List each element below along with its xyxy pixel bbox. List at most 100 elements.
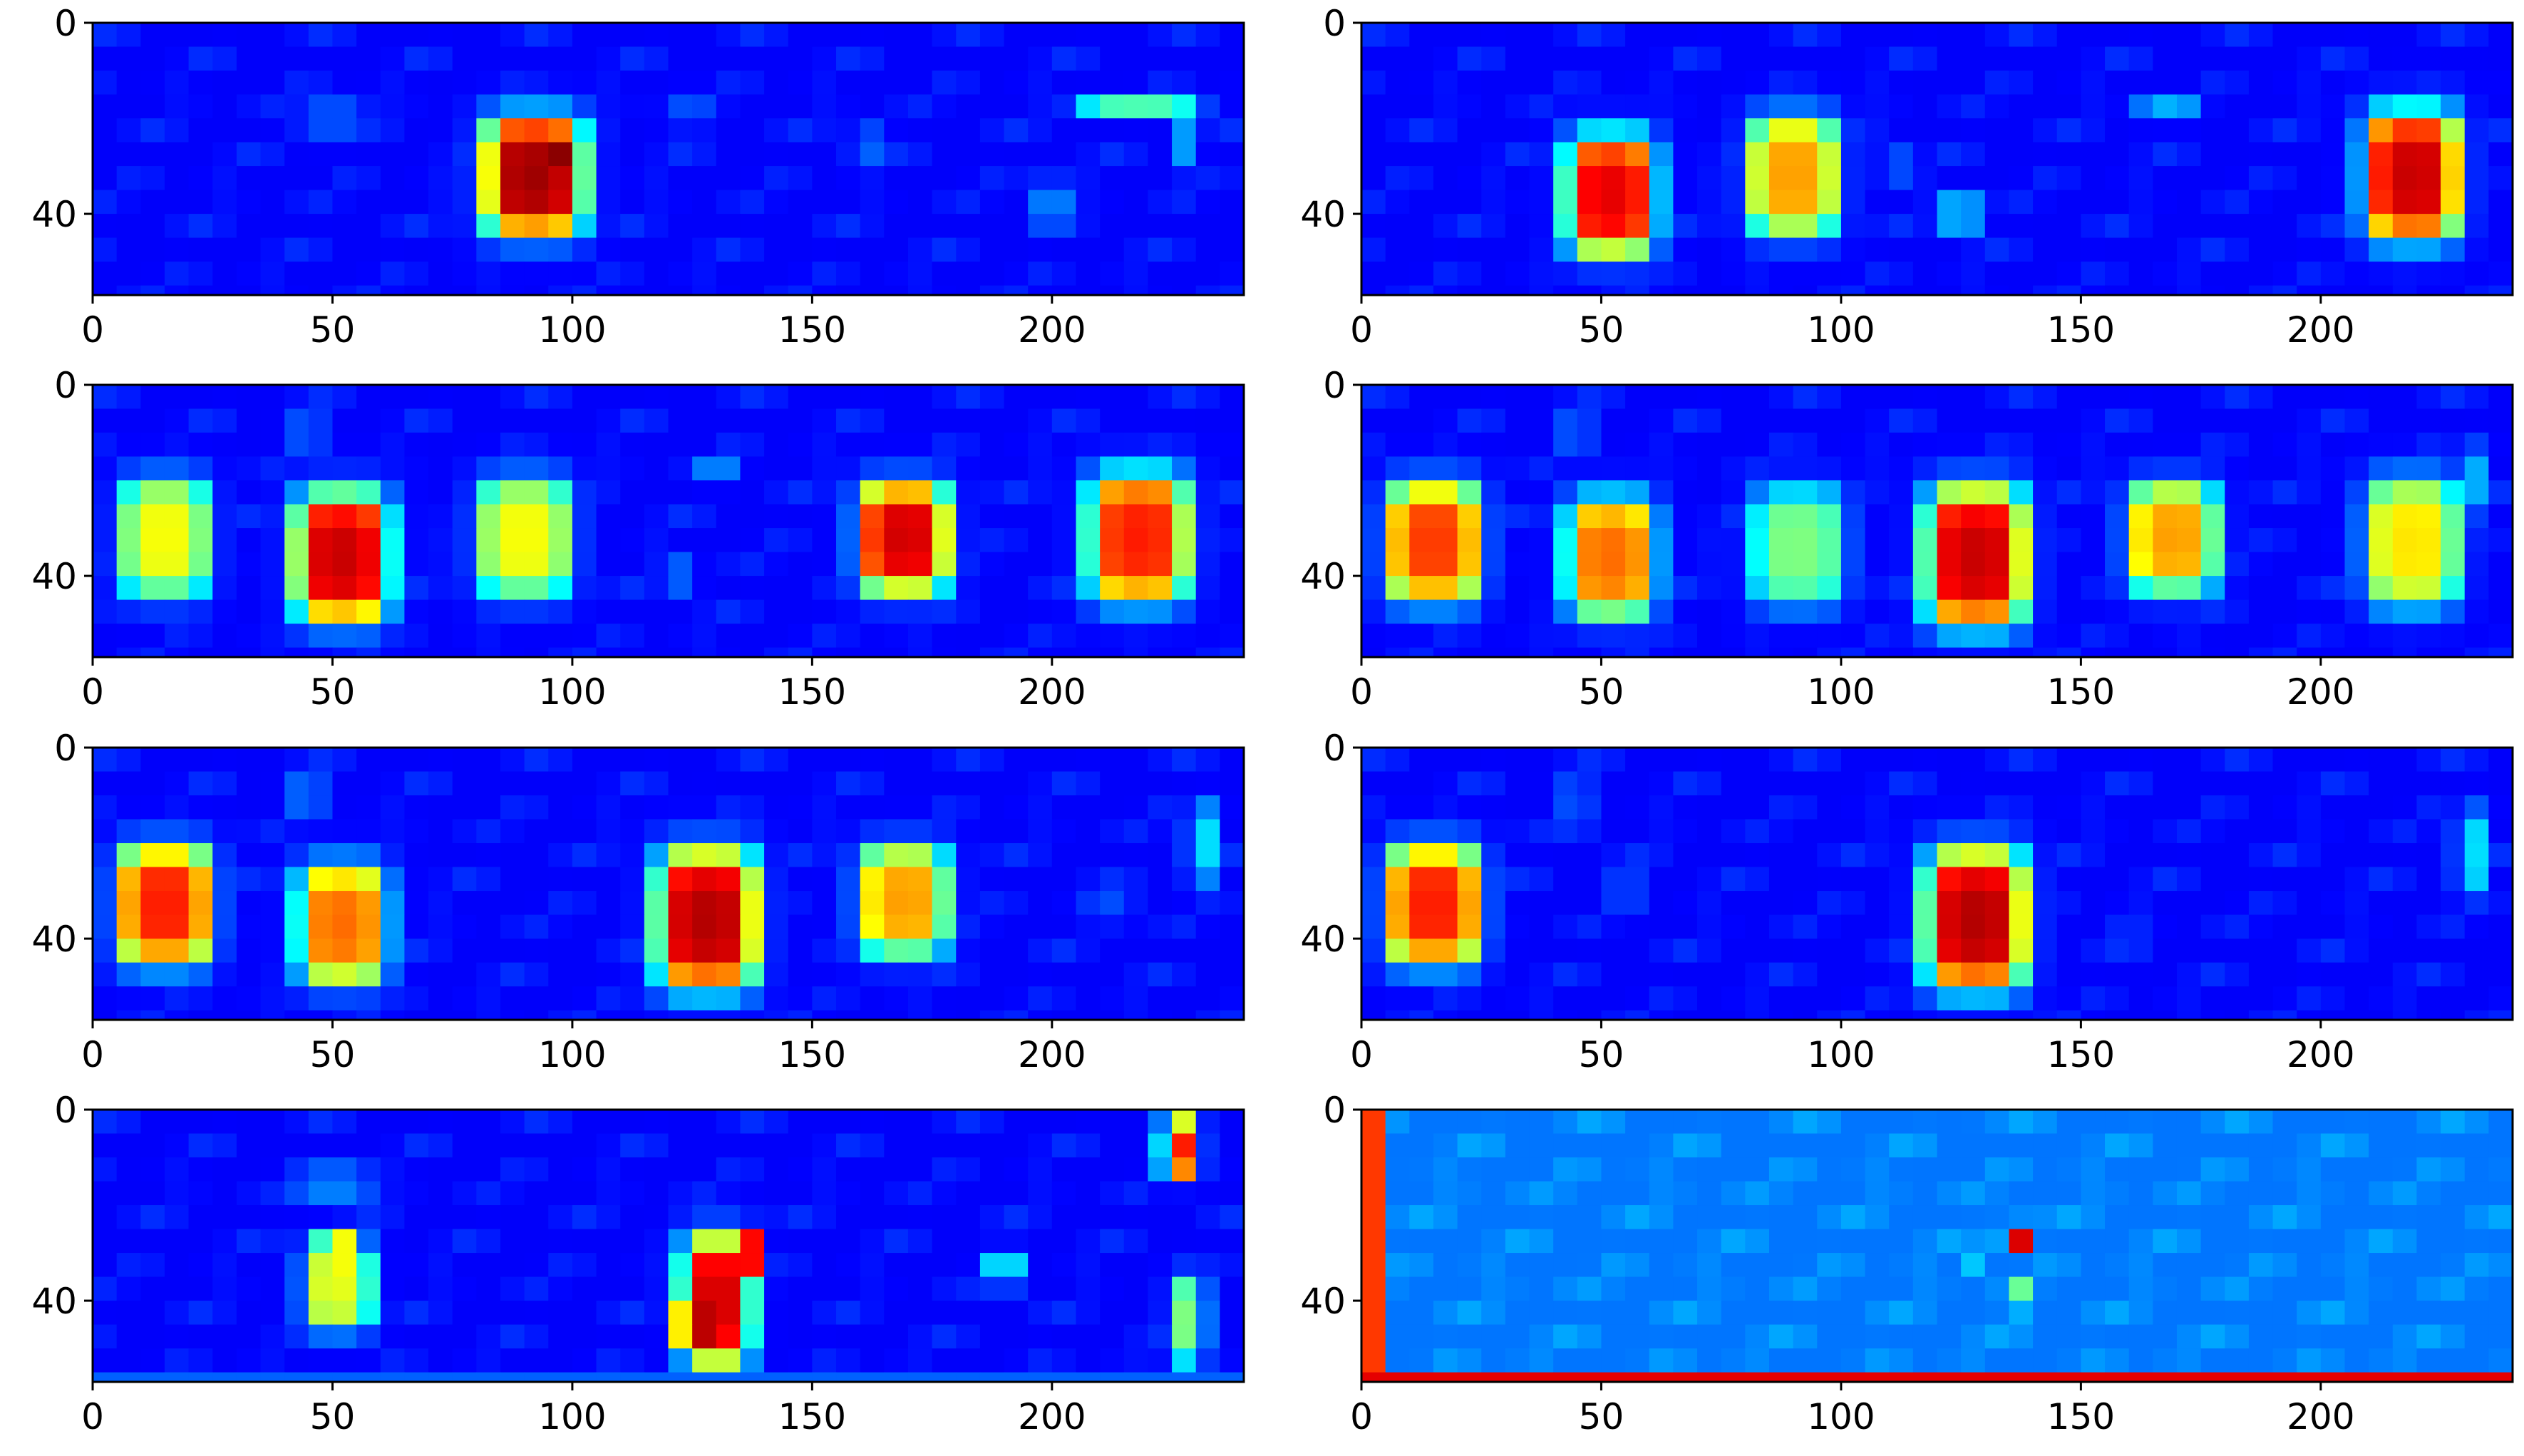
heatmap-cell (1697, 819, 1722, 844)
heatmap-cell (1529, 118, 1554, 143)
heatmap-cell (1409, 528, 1434, 553)
heatmap-cell (236, 166, 262, 191)
heatmap-cell (1457, 962, 1482, 987)
heatmap-cell (380, 214, 405, 239)
heatmap-cell (1028, 599, 1053, 624)
heatmap-cell (1076, 891, 1101, 916)
heatmap-cell (236, 71, 262, 95)
heatmap-cell (979, 1348, 1005, 1373)
heatmap-cell (788, 480, 813, 505)
heatmap-cell (1481, 1253, 1506, 1278)
x-tick-label: 200 (1018, 1034, 1086, 1075)
heatmap-cell (2081, 1229, 2106, 1254)
heatmap-cell (1195, 1372, 1220, 1383)
heatmap-cell (356, 262, 381, 286)
heatmap-cell (1912, 480, 1938, 505)
heatmap-cell (836, 504, 861, 529)
heatmap-cell (1505, 624, 1530, 649)
heatmap-cell (1673, 819, 1698, 844)
heatmap-cell (548, 262, 573, 286)
heatmap-cell (1937, 190, 1962, 215)
heatmap-cell (2200, 262, 2225, 286)
heatmap-cell (1148, 456, 1173, 481)
heatmap-cell (1697, 939, 1722, 964)
heatmap-cell (1840, 23, 1866, 48)
heatmap-cell (692, 624, 717, 649)
heatmap-cell (1553, 795, 1578, 820)
heatmap-cell (860, 1010, 885, 1021)
heatmap-cell (572, 1133, 597, 1158)
heatmap-cell (2200, 71, 2225, 95)
heatmap-cell (2248, 1229, 2274, 1254)
heatmap-cell (2153, 1229, 2178, 1254)
heatmap-cell (620, 1324, 645, 1349)
heatmap-cell (476, 576, 501, 601)
heatmap-cell (1793, 118, 1818, 143)
heatmap-cell (836, 1348, 861, 1373)
heatmap-cell (2009, 914, 2034, 939)
heatmap-cell (1649, 1205, 1674, 1230)
heatmap-cell (668, 891, 693, 916)
heatmap-cell (2009, 1253, 2034, 1278)
heatmap-cell (308, 385, 334, 410)
heatmap-cell (596, 891, 621, 916)
heatmap-cell (1912, 1301, 1938, 1326)
heatmap-cell (1076, 771, 1101, 796)
heatmap-cell (2200, 1010, 2225, 1021)
heatmap-cell (1865, 599, 1890, 624)
x-tick-label: 200 (2287, 1396, 2354, 1437)
heatmap-cell (284, 237, 309, 262)
heatmap-cell (1100, 962, 1125, 987)
heatmap-cell (2105, 647, 2130, 658)
heatmap-cell (2344, 504, 2369, 529)
heatmap-cell (2297, 1301, 2322, 1326)
heatmap-cell (1817, 1229, 1842, 1254)
heatmap-cell (1457, 285, 1482, 296)
heatmap-cell (1673, 1229, 1698, 1254)
heatmap-cell (1457, 504, 1482, 529)
heatmap-cell (2033, 1229, 2058, 1254)
heatmap-cell (93, 624, 118, 649)
heatmap-cell (907, 795, 933, 820)
heatmap-cell (548, 647, 573, 658)
heatmap-cell (764, 576, 789, 601)
heatmap-cell (116, 1157, 141, 1182)
heatmap-cell (452, 891, 477, 916)
heatmap-cell (1553, 819, 1578, 844)
heatmap-cell (1721, 46, 1746, 71)
heatmap-cell (740, 1133, 765, 1158)
heatmap-cell (932, 624, 957, 649)
heatmap-cell (1817, 285, 1842, 296)
heatmap-cell (1673, 552, 1698, 577)
heatmap-cell (692, 118, 717, 143)
heatmap-cell (2488, 552, 2513, 577)
heatmap-cell (836, 262, 861, 286)
heatmap-cell (2297, 843, 2322, 868)
heatmap-cell (1745, 433, 1770, 458)
heatmap-cell (428, 1348, 453, 1373)
heatmap-cell (1195, 71, 1220, 95)
heatmap-cell (1457, 118, 1482, 143)
heatmap-cell (1004, 190, 1029, 215)
heatmap-cell (524, 237, 549, 262)
heatmap-cell (1481, 624, 1506, 649)
heatmap-cell (1912, 166, 1938, 191)
heatmap-cell (1601, 23, 1626, 48)
heatmap-cell (2297, 1181, 2322, 1206)
heatmap-cell (836, 23, 861, 48)
heatmap-cell (788, 118, 813, 143)
x-tick-label: 50 (310, 309, 356, 351)
heatmap-cell (1051, 843, 1077, 868)
heatmap-cell (1076, 1348, 1101, 1373)
y-tick-label: 40 (31, 919, 77, 960)
heatmap-cell (1361, 819, 1386, 844)
heatmap-cell (524, 914, 549, 939)
heatmap-cell (788, 142, 813, 167)
heatmap-cell (548, 166, 573, 191)
heatmap-cell (644, 285, 669, 296)
heatmap-cell (1004, 986, 1029, 1011)
heatmap-cell (2056, 795, 2081, 820)
heatmap-cell (644, 433, 669, 458)
heatmap-cell (764, 1372, 789, 1383)
